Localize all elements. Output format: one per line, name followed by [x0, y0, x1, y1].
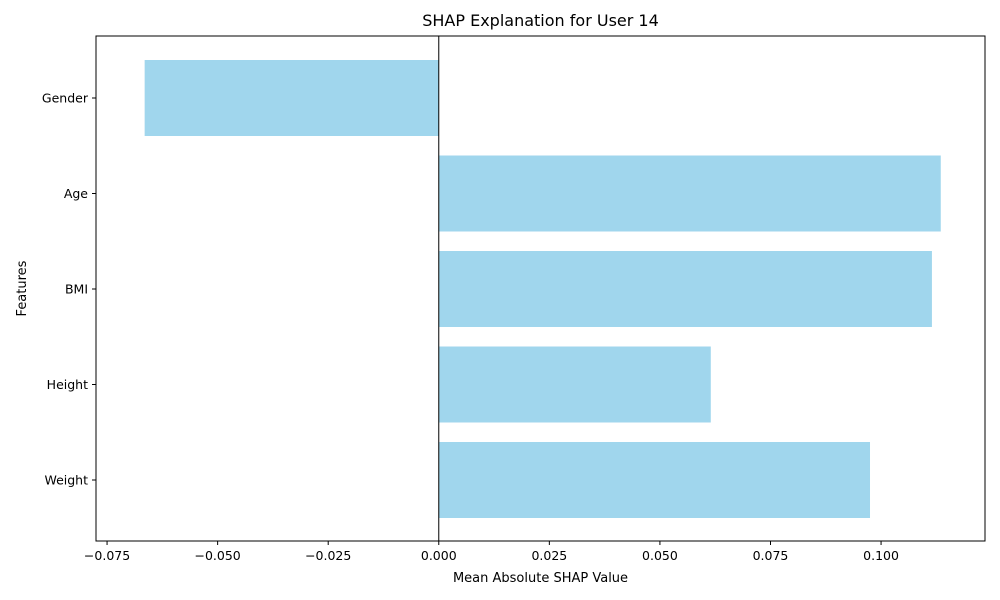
y-ticks-group: Gender Age BMI Height Weight	[42, 91, 96, 488]
x-axis-label: Mean Absolute SHAP Value	[453, 571, 628, 586]
x-tick-label: −0.025	[305, 548, 351, 563]
x-tick-label: 0.025	[531, 548, 567, 563]
y-tick-label-weight: Weight	[44, 473, 88, 488]
bar-age	[438, 155, 941, 232]
x-tick-label: 0.075	[753, 548, 789, 563]
bar-bmi	[438, 251, 932, 327]
bar-gender	[144, 60, 439, 136]
bar-height	[438, 346, 711, 423]
x-tick-label: 0.100	[863, 548, 899, 563]
y-tick-label-age: Age	[64, 186, 88, 201]
x-tick-label: −0.075	[84, 548, 130, 563]
y-tick-label-bmi: BMI	[65, 282, 88, 297]
y-tick-label-height: Height	[47, 377, 88, 392]
bar-weight	[438, 442, 871, 518]
x-tick-label: 0.050	[642, 548, 678, 563]
y-axis-label: Features	[15, 260, 30, 316]
x-tick-label: −0.050	[194, 548, 240, 563]
chart-title: SHAP Explanation for User 14	[422, 11, 659, 30]
x-tick-label: 0.000	[421, 548, 457, 563]
bars-group	[144, 60, 941, 518]
x-ticks-group: −0.075 −0.050 −0.025 0.000 0.025 0.050 0.075 0.…	[84, 541, 899, 563]
plot-frame	[95, 35, 986, 542]
y-tick-label-gender: Gender	[42, 91, 89, 106]
